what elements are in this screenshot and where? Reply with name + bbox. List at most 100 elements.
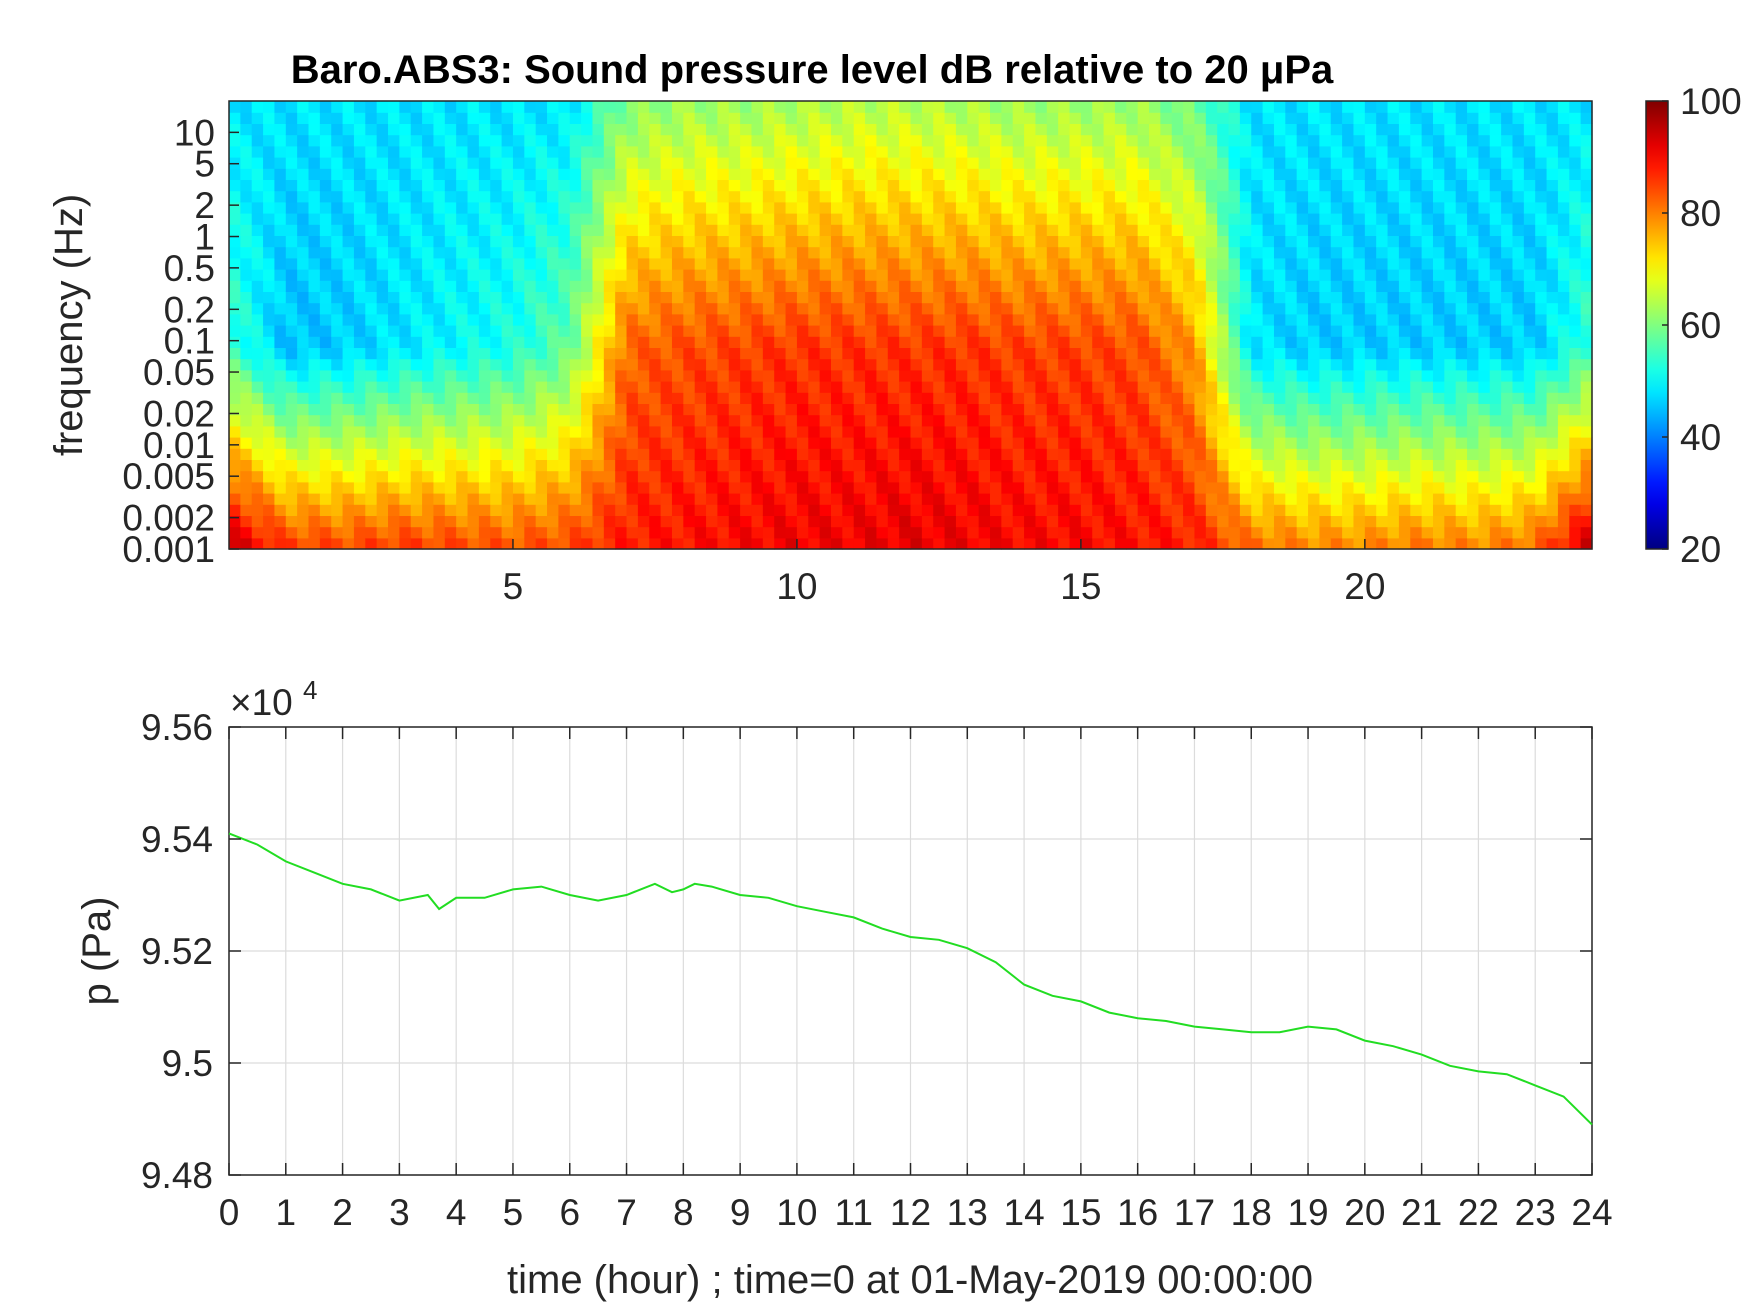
spectrogram-cell — [1149, 481, 1161, 494]
spectrogram-cell — [410, 101, 423, 113]
spectrogram-cell — [433, 112, 446, 124]
spectrogram-cell — [967, 134, 980, 147]
spectrogram-cell — [1092, 213, 1105, 225]
spectrogram-cell — [1387, 112, 1400, 124]
spectrogram-cell — [717, 134, 730, 147]
spectrogram-y-ticks: 105210.50.20.10.050.020.010.0050.0020.00… — [122, 112, 239, 570]
spectrogram-cell — [1455, 269, 1468, 281]
spectrogram-cell — [240, 112, 253, 124]
spectrogram-cell — [694, 504, 707, 516]
spectrogram-cell — [581, 515, 594, 528]
spectrogram-cell — [1251, 269, 1264, 281]
spectrogram-cell — [1251, 392, 1264, 404]
spectrogram-cell — [490, 269, 503, 281]
spectrogram-cell — [876, 437, 889, 449]
spectrogram-cell — [353, 179, 366, 192]
spectrogram-cell — [1262, 325, 1275, 337]
spectrogram-cell — [240, 269, 253, 281]
spectrogram-cell — [967, 213, 980, 225]
spectrogram-cell — [706, 414, 719, 427]
spectrogram-cell — [524, 123, 537, 136]
spectrogram-cell — [819, 269, 832, 281]
spectrogram-cell — [774, 246, 787, 259]
spectrogram-cell — [1149, 168, 1161, 180]
spectrogram-cell — [467, 201, 480, 214]
spectrogram-cell — [285, 145, 298, 158]
spectrogram-cell — [615, 493, 628, 505]
spectrogram-cell — [967, 291, 980, 304]
spectrogram-cell — [547, 145, 559, 158]
spectrogram-cell — [1444, 101, 1457, 113]
spectrogram-cell — [649, 336, 662, 348]
spectrogram-cell — [433, 145, 446, 158]
spectrogram-cell — [978, 493, 991, 505]
spectrogram-cell — [478, 481, 491, 494]
spectrogram-cell — [728, 302, 741, 315]
spectrogram-cell — [1580, 168, 1593, 180]
spectrogram-cell — [728, 201, 741, 214]
spectrogram-cell — [1467, 369, 1480, 382]
spectrogram-cell — [547, 257, 559, 270]
spectrogram-cell — [274, 392, 287, 404]
spectrogram-cell — [1546, 101, 1559, 113]
spectrogram-cell — [1569, 414, 1582, 427]
spectrogram-cell — [399, 403, 412, 416]
spectrogram-cell — [535, 392, 548, 404]
spectrogram-cell — [876, 134, 889, 147]
spectrogram-cell — [1580, 325, 1593, 337]
spectrogram-cell — [558, 291, 571, 304]
spectrogram-cell — [1342, 504, 1355, 516]
spectrogram-cell — [649, 280, 662, 292]
spectrogram-cell — [569, 336, 582, 348]
spectrogram-cell — [263, 358, 276, 371]
spectrogram-cell — [297, 358, 310, 371]
spectrogram-cell — [1285, 291, 1298, 304]
spectrogram-cell — [229, 403, 241, 416]
spectrogram-cell — [1535, 470, 1548, 483]
spectrogram-cell — [388, 448, 400, 460]
spectrogram-cell — [1444, 224, 1457, 236]
spectrogram-cell — [1319, 246, 1332, 259]
spectrogram-cell — [524, 537, 537, 550]
spectrogram-cell — [331, 112, 344, 124]
spectrogram-cell — [1330, 213, 1343, 225]
spectrogram-cell — [285, 392, 298, 404]
spectrogram-cell — [1353, 459, 1366, 472]
spectrogram-cell — [751, 257, 764, 270]
spectrogram-cell — [365, 414, 378, 427]
spectrogram-cell — [558, 358, 571, 371]
spectrogram-cell — [1410, 459, 1423, 472]
spectrogram-cell — [649, 526, 662, 539]
spectrogram-cell — [1069, 168, 1082, 180]
spectrogram-cell — [1058, 504, 1071, 516]
spectrogram-cell — [1012, 157, 1025, 169]
spectrogram-cell — [967, 325, 980, 337]
spectrogram-cell — [308, 246, 321, 259]
spectrogram-cell — [933, 347, 946, 360]
spectrogram-cell — [1410, 134, 1423, 147]
spectrogram-cell — [1455, 101, 1468, 113]
spectrogram-cell — [1557, 246, 1570, 259]
spectrogram-cell — [740, 358, 753, 371]
spectrogram-cell — [1194, 123, 1207, 136]
spectrogram-cell — [785, 101, 798, 113]
spectrogram-cell — [1046, 537, 1059, 550]
spectrogram-cell — [728, 369, 741, 382]
spectrogram-cell — [547, 437, 559, 449]
spectrogram-cell — [990, 481, 1002, 494]
spectrogram-cell — [1160, 213, 1173, 225]
spectrogram-cell — [740, 403, 753, 416]
spectrogram-cell — [649, 403, 662, 416]
spectrogram-cell — [1296, 246, 1309, 259]
spectrogram-cell — [1126, 381, 1139, 393]
spectrogram-cell — [1569, 145, 1582, 158]
spectrogram-cell — [1160, 190, 1173, 203]
spectrogram-cell — [1296, 358, 1309, 371]
spectrogram-cell — [1160, 302, 1173, 315]
spectrogram-cell — [955, 470, 968, 483]
spectrogram-cell — [1262, 112, 1275, 124]
spectrogram-cell — [1546, 414, 1559, 427]
spectrogram-cell — [1376, 392, 1389, 404]
spectrogram-cell — [978, 168, 991, 180]
spectrogram-cell — [762, 246, 775, 259]
